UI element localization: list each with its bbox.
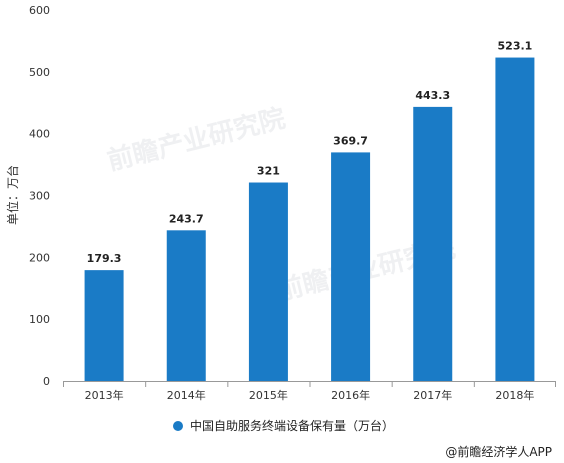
x-tick-label: 2016年 [331, 388, 370, 402]
y-tick-label: 500 [29, 66, 50, 79]
bar [248, 182, 288, 381]
y-tick-label: 400 [29, 128, 50, 141]
y-tick-label: 300 [29, 190, 50, 203]
legend: 中国自助服务终端设备保有量（万台） [173, 418, 394, 433]
y-tick-label: 0 [43, 375, 50, 388]
x-tick-label: 2013年 [85, 388, 124, 402]
data-label: 443.3 [415, 89, 450, 102]
data-label: 369.7 [333, 134, 368, 147]
data-label: 321 [257, 165, 280, 178]
x-tick-label: 2018年 [495, 388, 534, 402]
x-axis: 2013年 2014年 2015年 2016年 2017年 2018年 [63, 381, 556, 402]
bar [331, 152, 371, 381]
data-label: 243.7 [169, 212, 204, 225]
y-tick-label: 200 [29, 251, 50, 264]
x-tick-label: 2014年 [167, 388, 206, 402]
bar [166, 230, 206, 381]
bar [495, 57, 535, 381]
data-label: 523.1 [498, 40, 533, 53]
source-credit: @前瞻经济学人APP [445, 444, 552, 459]
x-tick-label: 2015年 [249, 388, 288, 402]
data-label: 179.3 [87, 252, 122, 265]
y-axis-label: 单位：万台 [5, 165, 20, 225]
y-tick-label: 100 [29, 313, 50, 326]
bar [84, 270, 124, 381]
bars-group: 179.3 243.7 321 369.7 443.3 523.1 [84, 40, 535, 382]
legend-marker [173, 421, 183, 431]
x-tick-label: 2017年 [413, 388, 452, 402]
legend-label: 中国自助服务终端设备保有量（万台） [190, 418, 394, 433]
y-axis: 0 100 200 300 400 500 600 [29, 4, 50, 388]
y-tick-label: 600 [29, 4, 50, 17]
bar [413, 106, 453, 382]
